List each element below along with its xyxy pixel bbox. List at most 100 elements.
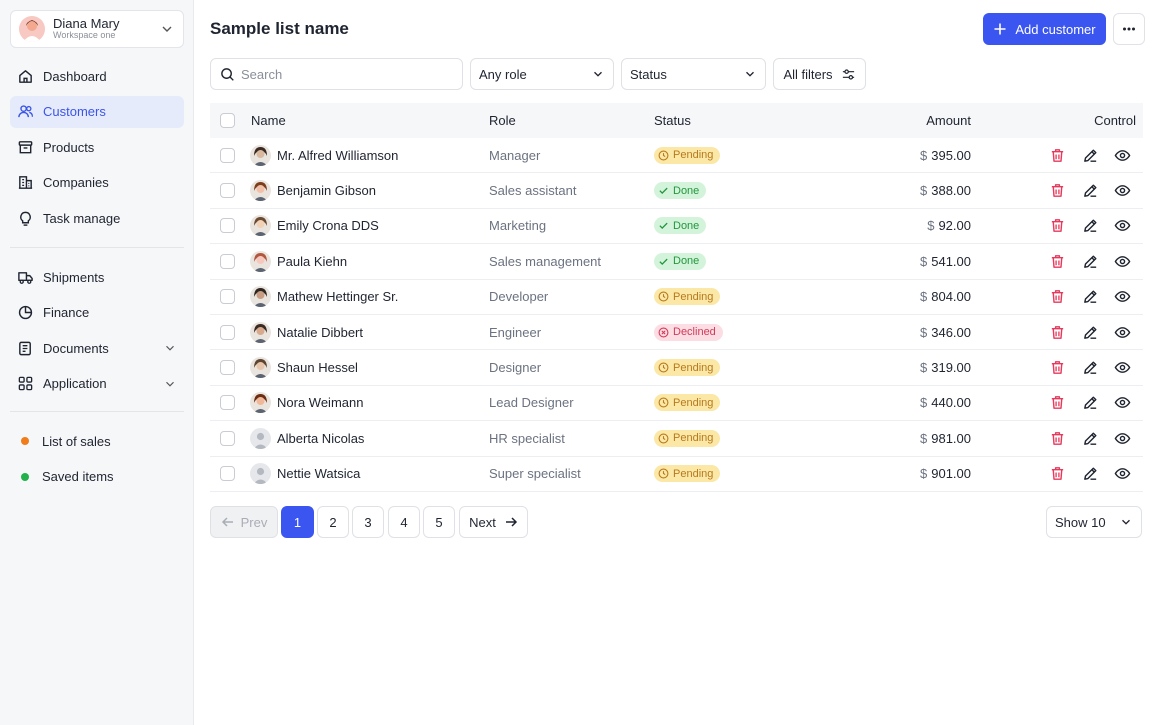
page-5-button[interactable]: 5 bbox=[423, 506, 455, 538]
delete-button[interactable] bbox=[1049, 421, 1066, 455]
table-row[interactable]: Mr. Alfred Williamson Manager Pending $ … bbox=[210, 138, 1143, 174]
row-checkbox[interactable] bbox=[220, 147, 235, 163]
account-switcher[interactable]: Diana Mary Workspace one bbox=[10, 10, 184, 48]
column-name[interactable]: Name bbox=[251, 113, 286, 128]
customer-name[interactable]: Benjamin Gibson bbox=[277, 183, 376, 199]
column-role[interactable]: Role bbox=[489, 113, 516, 128]
column-amount[interactable]: Amount bbox=[926, 113, 971, 128]
edit-button[interactable] bbox=[1082, 457, 1099, 491]
chevron-down-icon[interactable] bbox=[163, 341, 177, 355]
row-checkbox[interactable] bbox=[220, 360, 235, 376]
more-options-button[interactable] bbox=[1113, 13, 1145, 45]
view-button[interactable] bbox=[1114, 280, 1131, 314]
customer-name[interactable]: Nettie Watsica bbox=[277, 466, 361, 482]
sidebar-item-application[interactable]: Application bbox=[10, 368, 184, 400]
role-select[interactable]: Any role bbox=[470, 58, 614, 90]
edit-button[interactable] bbox=[1082, 386, 1099, 420]
add-customer-button[interactable]: Add customer bbox=[983, 13, 1106, 45]
chevron-down-icon[interactable] bbox=[163, 377, 177, 391]
view-button[interactable] bbox=[1114, 386, 1131, 420]
edit-button[interactable] bbox=[1082, 173, 1099, 207]
customer-name[interactable]: Emily Crona DDS bbox=[277, 218, 379, 234]
view-button[interactable] bbox=[1114, 209, 1131, 243]
trash-icon bbox=[1051, 396, 1064, 410]
row-checkbox[interactable] bbox=[220, 430, 235, 446]
search-box bbox=[210, 58, 463, 90]
sidebar-item-saved-items[interactable]: Saved items bbox=[10, 461, 184, 493]
page-size-select[interactable]: Show 10 bbox=[1046, 506, 1142, 538]
delete-button[interactable] bbox=[1049, 350, 1066, 384]
delete-button[interactable] bbox=[1049, 209, 1066, 243]
edit-button[interactable] bbox=[1082, 138, 1099, 172]
amount-value: 388.00 bbox=[931, 183, 971, 199]
sidebar-item-dashboard[interactable]: Dashboard bbox=[10, 60, 184, 92]
row-checkbox[interactable] bbox=[220, 183, 235, 199]
edit-button[interactable] bbox=[1082, 280, 1099, 314]
delete-button[interactable] bbox=[1049, 386, 1066, 420]
row-checkbox[interactable] bbox=[220, 253, 235, 269]
row-checkbox[interactable] bbox=[220, 324, 235, 340]
page-3-button[interactable]: 3 bbox=[352, 506, 384, 538]
edit-button[interactable] bbox=[1082, 244, 1099, 278]
customer-name[interactable]: Shaun Hessel bbox=[277, 360, 358, 376]
status-select[interactable]: Status bbox=[621, 58, 766, 90]
delete-button[interactable] bbox=[1049, 457, 1066, 491]
page-1-button[interactable]: 1 bbox=[281, 506, 314, 538]
row-checkbox[interactable] bbox=[220, 395, 235, 411]
sidebar-item-label: Dashboard bbox=[43, 68, 107, 84]
edit-button[interactable] bbox=[1082, 315, 1099, 349]
column-status[interactable]: Status bbox=[654, 113, 691, 128]
edit-button[interactable] bbox=[1082, 209, 1099, 243]
sidebar-item-list-of-sales[interactable]: List of sales bbox=[10, 425, 184, 457]
table-row[interactable]: Alberta Nicolas HR specialist Pending $ … bbox=[210, 421, 1143, 457]
sidebar-item-shipments[interactable]: Shipments bbox=[10, 261, 184, 293]
all-filters-button[interactable]: All filters bbox=[773, 58, 866, 90]
customer-role: Super specialist bbox=[489, 466, 581, 482]
delete-button[interactable] bbox=[1049, 138, 1066, 172]
table-row[interactable]: Paula Kiehn Sales management Done $ 541.… bbox=[210, 244, 1143, 280]
view-button[interactable] bbox=[1114, 244, 1131, 278]
page-4-button[interactable]: 4 bbox=[388, 506, 420, 538]
view-button[interactable] bbox=[1114, 421, 1131, 455]
prev-page-button[interactable]: Prev bbox=[210, 506, 278, 538]
view-button[interactable] bbox=[1114, 138, 1131, 172]
sidebar-item-documents[interactable]: Documents bbox=[10, 332, 184, 364]
table-row[interactable]: Shaun Hessel Designer Pending $ 319.00 bbox=[210, 350, 1143, 386]
customer-name[interactable]: Nora Weimann bbox=[277, 395, 364, 411]
table-row[interactable]: Natalie Dibbert Engineer Declined $ 346.… bbox=[210, 315, 1143, 351]
view-button[interactable] bbox=[1114, 457, 1131, 491]
edit-button[interactable] bbox=[1082, 350, 1099, 384]
sidebar-item-products[interactable]: Products bbox=[10, 131, 184, 163]
table-row[interactable]: Benjamin Gibson Sales assistant Done $ 3… bbox=[210, 173, 1143, 209]
customer-name[interactable]: Alberta Nicolas bbox=[277, 430, 365, 446]
table-row[interactable]: Nettie Watsica Super specialist Pending … bbox=[210, 457, 1143, 492]
page-2-button[interactable]: 2 bbox=[317, 506, 349, 538]
customer-name[interactable]: Natalie Dibbert bbox=[277, 324, 363, 340]
view-button[interactable] bbox=[1114, 173, 1131, 207]
search-input[interactable] bbox=[241, 66, 441, 82]
customer-name[interactable]: Mathew Hettinger Sr. bbox=[277, 289, 399, 305]
table-row[interactable]: Nora Weimann Lead Designer Pending $ 440… bbox=[210, 386, 1143, 422]
view-button[interactable] bbox=[1114, 350, 1131, 384]
delete-button[interactable] bbox=[1049, 173, 1066, 207]
row-checkbox[interactable] bbox=[220, 289, 235, 305]
delete-button[interactable] bbox=[1049, 315, 1066, 349]
next-page-button[interactable]: Next bbox=[459, 506, 528, 538]
currency-symbol: $ bbox=[920, 430, 928, 446]
sidebar-item-task-manage[interactable]: Task manage bbox=[10, 202, 184, 234]
edit-button[interactable] bbox=[1082, 421, 1099, 455]
delete-button[interactable] bbox=[1049, 280, 1066, 314]
sidebar-item-customers[interactable]: Customers bbox=[10, 95, 184, 128]
sidebar-item-companies[interactable]: Companies bbox=[10, 167, 184, 199]
delete-button[interactable] bbox=[1049, 244, 1066, 278]
row-checkbox[interactable] bbox=[220, 218, 235, 234]
table-row[interactable]: Emily Crona DDS Marketing Done $ 92.00 bbox=[210, 209, 1143, 245]
table-row[interactable]: Mathew Hettinger Sr. Developer Pending $… bbox=[210, 280, 1143, 315]
view-button[interactable] bbox=[1114, 315, 1131, 349]
customer-name[interactable]: Paula Kiehn bbox=[277, 253, 348, 269]
status-badge: Pending bbox=[654, 394, 721, 412]
row-checkbox[interactable] bbox=[220, 466, 235, 482]
select-all-checkbox[interactable] bbox=[220, 113, 235, 128]
customer-name[interactable]: Mr. Alfred Williamson bbox=[277, 147, 399, 163]
sidebar-item-finance[interactable]: Finance bbox=[10, 297, 184, 329]
